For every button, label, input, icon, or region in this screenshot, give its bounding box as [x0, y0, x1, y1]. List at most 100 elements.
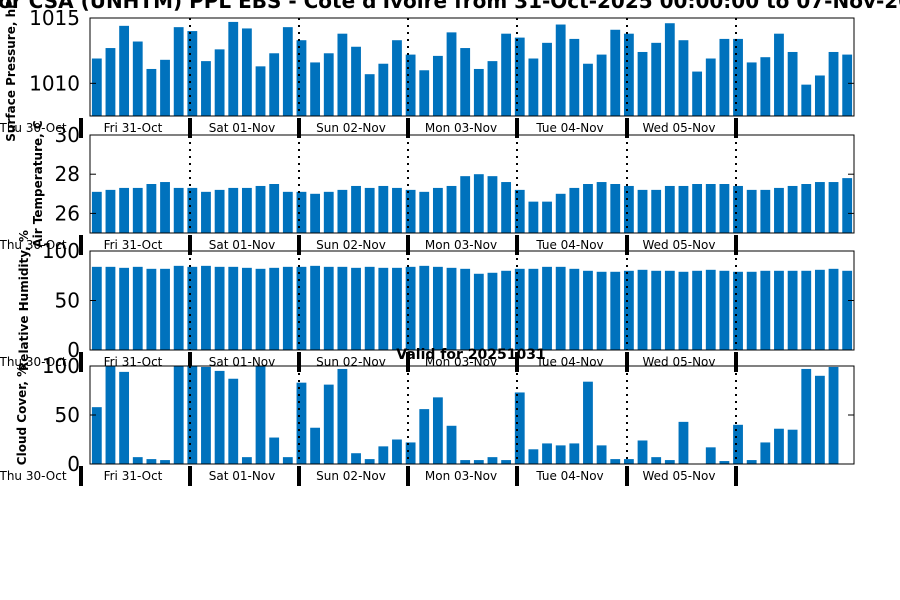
bar — [610, 184, 621, 233]
bar — [487, 272, 498, 350]
bar — [173, 27, 184, 116]
bar — [132, 457, 143, 464]
bar — [337, 189, 348, 233]
bar — [296, 266, 307, 350]
bar — [241, 267, 252, 350]
bar — [282, 191, 293, 233]
bar — [814, 182, 825, 233]
bar — [664, 460, 675, 464]
bar — [555, 266, 566, 350]
bar — [228, 266, 239, 350]
bar — [228, 378, 239, 464]
bar — [623, 270, 634, 350]
bar — [364, 266, 375, 350]
xtick-label: Wed 05-Nov — [643, 469, 716, 483]
bar — [364, 74, 375, 116]
bar — [201, 366, 211, 464]
ytick-label: 30 — [55, 123, 80, 147]
bar — [214, 266, 225, 350]
y-axis-label: Surface Pressure, hPa — [4, 0, 18, 142]
bar — [555, 445, 566, 464]
bar — [583, 184, 593, 233]
ytick-label: 0 — [67, 338, 80, 362]
bar — [214, 49, 225, 116]
bar — [583, 270, 593, 350]
bar — [446, 185, 457, 233]
bar — [119, 187, 130, 233]
bar — [378, 185, 389, 233]
panel-title: Valid for 20251031 — [396, 347, 545, 363]
xtick-label: Tue 04-Nov — [535, 238, 603, 252]
bar — [241, 457, 252, 464]
bar — [119, 267, 130, 350]
bar — [774, 33, 784, 116]
bar — [746, 460, 757, 464]
bar — [528, 58, 539, 116]
bar — [323, 53, 334, 116]
bar — [678, 271, 689, 350]
bar — [760, 57, 771, 116]
y-axis-label: Cloud Cover, % — [15, 365, 29, 465]
bar — [501, 33, 512, 116]
bar — [91, 191, 102, 233]
bar — [542, 443, 552, 464]
bar — [623, 459, 634, 464]
ytick-label: 100 — [42, 239, 80, 263]
bar — [269, 184, 280, 233]
bar — [487, 457, 498, 464]
bar — [201, 265, 211, 350]
bar — [160, 268, 170, 350]
bar — [187, 266, 198, 350]
bar — [705, 58, 716, 116]
bar — [637, 189, 648, 233]
bar — [705, 447, 716, 464]
bar — [542, 42, 552, 116]
bar — [173, 187, 184, 233]
bar — [269, 53, 280, 116]
bar — [364, 459, 375, 464]
bar — [160, 59, 170, 116]
bar — [446, 425, 457, 464]
bar — [432, 187, 443, 233]
bar — [801, 270, 812, 350]
bar — [378, 267, 389, 350]
bar — [473, 273, 484, 350]
xtick-label: Mon 03-Nov — [425, 469, 497, 483]
bar — [705, 269, 716, 350]
bar — [719, 461, 730, 464]
bar — [173, 366, 184, 464]
bar — [733, 424, 743, 464]
xtick-label: Fri 31-Oct — [104, 121, 163, 135]
bar — [692, 71, 703, 116]
xtick-label: Sat 01-Nov — [209, 121, 276, 135]
bar — [637, 269, 648, 350]
bar — [432, 266, 443, 350]
xtick-label: Tue 04-Nov — [535, 469, 603, 483]
bar — [91, 266, 102, 350]
bar — [637, 440, 648, 464]
bar — [569, 187, 580, 233]
bar — [514, 392, 525, 464]
bar — [801, 84, 812, 116]
bar — [787, 185, 798, 233]
bar — [351, 46, 361, 116]
bar — [310, 193, 321, 233]
bar — [733, 38, 743, 116]
bar — [146, 184, 157, 233]
bar — [310, 62, 321, 116]
bar — [596, 271, 607, 350]
bar — [528, 268, 539, 350]
bar — [814, 75, 825, 116]
bar — [255, 366, 266, 464]
bar — [583, 381, 593, 464]
bar — [173, 265, 184, 350]
bar — [610, 459, 621, 464]
bar — [787, 429, 798, 464]
bar — [160, 182, 170, 233]
bar — [351, 267, 361, 350]
bar — [269, 267, 280, 350]
bar — [310, 265, 321, 350]
bar — [419, 191, 430, 233]
bar — [678, 421, 689, 464]
bar — [432, 397, 443, 464]
